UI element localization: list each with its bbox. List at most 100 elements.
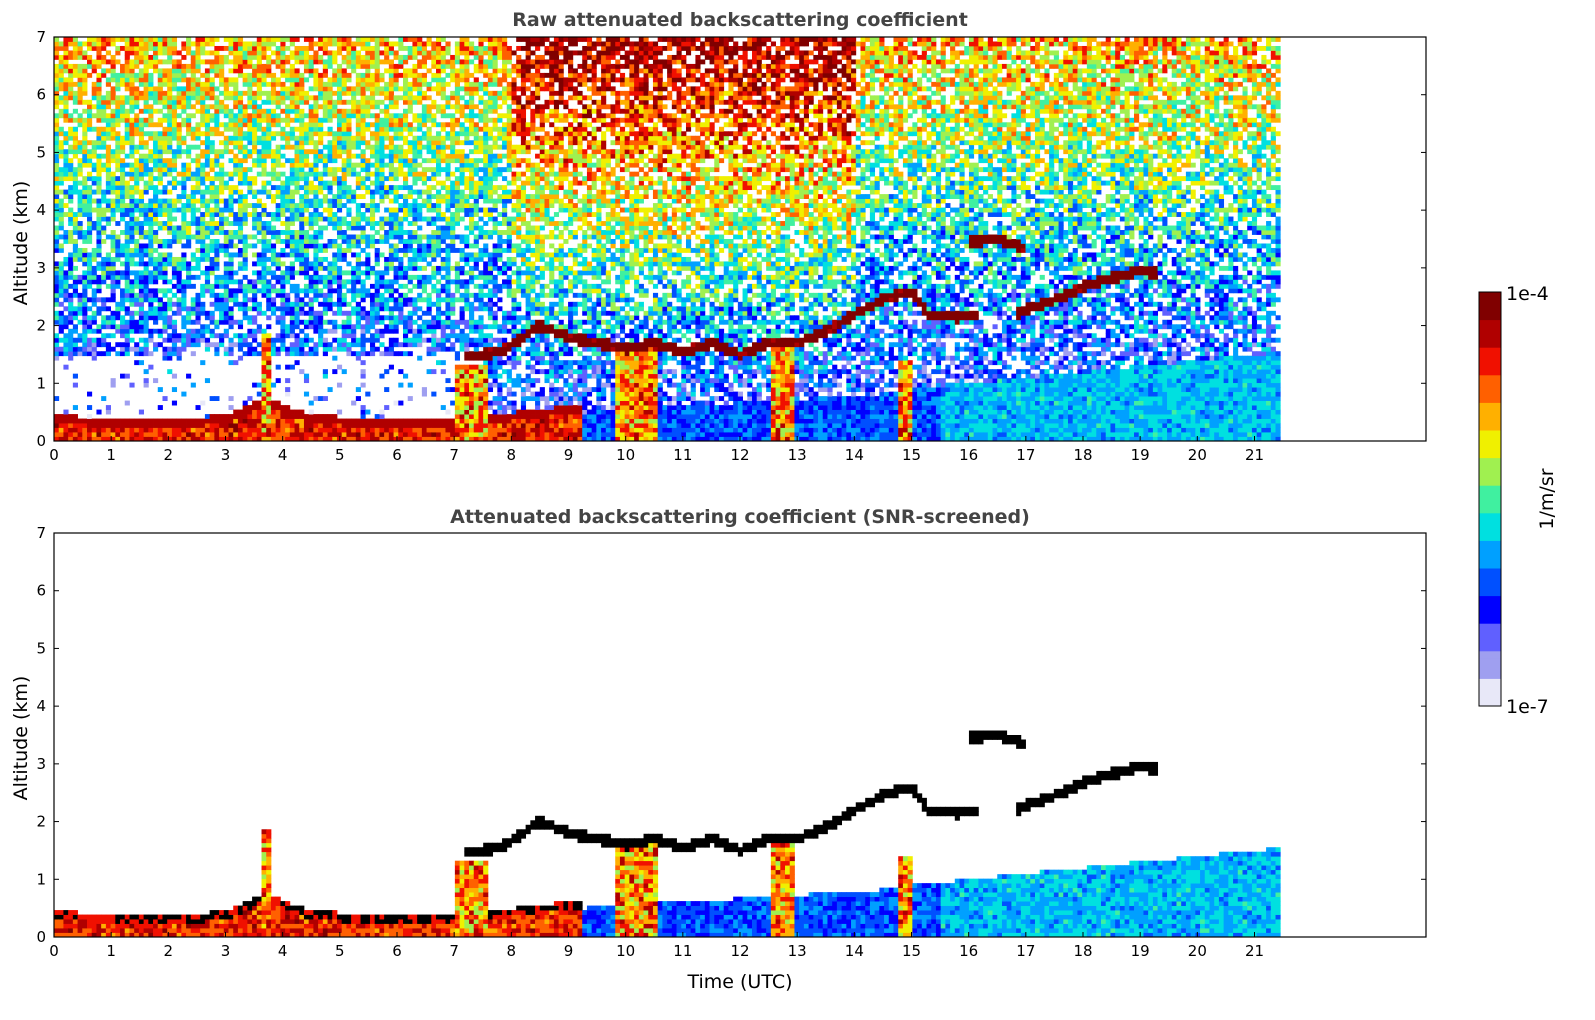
heatmap-cell — [313, 414, 319, 419]
heatmap-cell — [87, 436, 93, 442]
heatmap-cell — [153, 288, 159, 294]
heatmap-cell — [346, 351, 352, 357]
heatmap-cell — [436, 63, 442, 69]
heatmap-cell — [204, 418, 211, 424]
heatmap-cell — [54, 247, 60, 253]
heatmap-cell — [228, 122, 234, 128]
heatmap-cell — [219, 54, 225, 60]
heatmap-cell — [115, 113, 121, 119]
heatmap-cell — [115, 427, 121, 433]
heatmap-cell — [171, 104, 178, 110]
heatmap-cell — [327, 180, 333, 186]
heatmap-cell — [124, 319, 130, 325]
heatmap-cell — [124, 283, 130, 289]
heatmap-cell — [289, 194, 295, 199]
heatmap-cell — [426, 252, 432, 258]
heatmap-cell — [82, 198, 88, 204]
heatmap-cell — [176, 113, 182, 119]
heatmap-cell — [407, 315, 413, 321]
heatmap-cell — [421, 252, 427, 258]
heatmap-cell — [186, 68, 192, 74]
heatmap-cell — [289, 144, 295, 150]
heatmap-cell — [398, 274, 404, 280]
heatmap-cell — [219, 176, 225, 182]
heatmap-cell — [303, 153, 310, 159]
heatmap-cell — [237, 45, 244, 51]
heatmap-cell — [124, 261, 130, 267]
heatmap-cell — [237, 117, 244, 123]
heatmap-cell — [153, 239, 159, 244]
heatmap-cell — [280, 328, 286, 334]
heatmap-cell — [87, 194, 93, 199]
heatmap-cell — [256, 301, 262, 307]
heatmap-cell — [63, 95, 69, 101]
heatmap-cell — [346, 333, 352, 339]
heatmap-cell — [77, 418, 83, 424]
heatmap-cell — [351, 104, 357, 110]
heatmap-cell — [336, 37, 343, 42]
heatmap-cell — [237, 234, 244, 240]
heatmap-cell — [204, 37, 211, 42]
heatmap-cell — [431, 324, 437, 330]
heatmap-cell — [204, 68, 211, 74]
heatmap-cell — [233, 153, 239, 159]
heatmap-cell — [54, 288, 60, 294]
heatmap-cell — [322, 95, 328, 101]
heatmap-cell — [308, 261, 314, 267]
heatmap-cell — [195, 427, 201, 433]
heatmap-cell — [77, 351, 83, 357]
heatmap-cell — [388, 149, 394, 155]
heatmap-cell — [280, 212, 286, 217]
heatmap-cell — [204, 346, 211, 352]
heatmap-cell — [398, 194, 404, 199]
heatmap-cell — [322, 297, 328, 303]
heatmap-cell — [171, 63, 178, 69]
heatmap-cell — [176, 171, 182, 177]
heatmap-cell — [58, 315, 64, 321]
heatmap-cell — [351, 283, 357, 289]
heatmap-cell — [63, 68, 69, 74]
heatmap-cell — [148, 297, 154, 303]
heatmap-cell — [308, 171, 314, 177]
heatmap-cell — [77, 436, 83, 442]
heatmap-cell — [77, 45, 83, 51]
heatmap-cell — [417, 252, 423, 258]
heatmap-cell — [138, 194, 145, 199]
heatmap-cell — [436, 41, 442, 47]
heatmap-cell — [157, 256, 163, 262]
heatmap-cell — [204, 432, 211, 437]
heatmap-cell — [440, 342, 446, 348]
heatmap-cell — [398, 122, 404, 128]
heatmap-cell — [426, 108, 432, 114]
heatmap-cell — [143, 41, 149, 47]
heatmap-cell — [261, 400, 267, 406]
heatmap-cell — [440, 198, 446, 204]
heatmap-cell — [96, 283, 102, 289]
heatmap-cell — [261, 203, 267, 208]
heatmap-cell — [72, 108, 78, 114]
heatmap-cell — [237, 158, 244, 164]
heatmap-cell — [369, 243, 376, 249]
heatmap-cell — [285, 117, 291, 123]
heatmap-cell — [270, 198, 277, 204]
heatmap-cell — [379, 418, 385, 424]
heatmap-cell — [110, 270, 116, 276]
heatmap-cell — [346, 108, 352, 114]
heatmap-cell — [407, 423, 413, 428]
heatmap-cell — [87, 158, 93, 164]
heatmap-cell — [421, 279, 427, 285]
heatmap-cell — [110, 86, 116, 92]
heatmap-cell — [327, 270, 333, 276]
heatmap-cell — [204, 135, 211, 141]
heatmap-cell — [138, 292, 145, 298]
heatmap-cell — [77, 319, 83, 325]
heatmap-cell — [280, 198, 286, 204]
heatmap-cell — [167, 72, 173, 78]
heatmap-cell — [270, 306, 277, 312]
heatmap-cell — [322, 423, 328, 428]
heatmap-cell — [105, 158, 111, 164]
heatmap-cell — [346, 207, 352, 213]
heatmap-cell — [384, 59, 390, 65]
heatmap-cell — [421, 387, 427, 393]
heatmap-cell — [327, 239, 333, 244]
